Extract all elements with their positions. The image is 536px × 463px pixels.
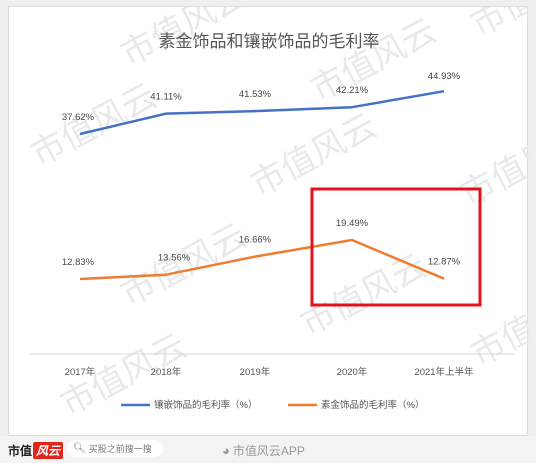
weibo-account[interactable]: ◕ 市值风云APP	[222, 442, 305, 459]
x-tick-label: 2019年	[240, 366, 271, 378]
search-box[interactable]: 🔍︎ 买股之前搜一搜	[67, 440, 163, 457]
series-layer	[79, 89, 445, 281]
data-label: 44.93%	[428, 71, 461, 82]
legend-label-inlay: 镶嵌饰品的毛利率（%）	[154, 399, 257, 411]
x-tick-label: 2017年	[65, 366, 96, 378]
search-icon: 🔍︎	[73, 443, 86, 454]
x-tick-label: 2018年	[151, 366, 182, 378]
data-label: 42.21%	[336, 85, 369, 96]
data-label: 41.53%	[239, 89, 272, 100]
series-line-0	[79, 89, 445, 136]
data-labels: 37.62% 41.11% 41.53% 42.21% 44.93% 12.83% 13.5…	[62, 71, 461, 268]
data-label: 13.56%	[158, 253, 191, 264]
logo-text: 市值	[8, 444, 33, 458]
footer-bar: 市值 风云 🔍︎ 买股之前搜一搜 ◕ 市值风云APP	[0, 436, 536, 463]
x-tick-label: 2021年上半年	[414, 366, 474, 378]
chart-card: 市值风云市值风云市值风云市值风云市值风云市值风云市值风云市值风云市值风云市值风云…	[8, 6, 529, 436]
highlight-box	[310, 187, 482, 307]
brand-logo: 市值 风云	[8, 442, 64, 459]
x-tick-label: 2020年	[337, 366, 368, 378]
data-label: 37.62%	[62, 112, 95, 123]
x-axis-ticks: 2017年 2018年 2019年 2020年 2021年上半年	[65, 366, 474, 378]
watermark-text: 市值风云	[464, 7, 529, 45]
watermark-text: 市值风云	[114, 216, 253, 315]
data-label: 12.83%	[62, 257, 95, 268]
weibo-icon: ◕	[222, 443, 230, 458]
watermarks: 市值风云市值风云市值风云市值风云市值风云市值风云市值风云市值风云市值风云市值风云	[24, 7, 529, 425]
weibo-account-text: 市值风云APP	[232, 444, 305, 458]
watermark-text: 市值风云	[294, 246, 433, 345]
watermark-text: 市值风云	[454, 116, 529, 215]
data-label: 16.66%	[239, 235, 272, 246]
legend-label-plain-gold: 素金饰品的毛利率（%）	[321, 399, 424, 411]
logo-badge: 风云	[33, 442, 64, 459]
watermark-text: 市值风云	[24, 76, 163, 175]
search-placeholder: 买股之前搜一搜	[88, 444, 152, 454]
data-label: 19.49%	[336, 218, 369, 229]
data-label: 41.11%	[150, 92, 182, 103]
series-line-1	[79, 238, 445, 281]
watermark-text: 市值风云	[464, 276, 529, 375]
line-chart: 市值风云市值风云市值风云市值风云市值风云市值风云市值风云市值风云市值风云市值风云…	[24, 7, 529, 425]
data-label: 12.87%	[428, 257, 461, 268]
chart-title: 素金饰品和镶嵌饰品的毛利率	[159, 31, 380, 51]
legend: 镶嵌饰品的毛利率（%） 素金饰品的毛利率（%）	[121, 399, 424, 411]
